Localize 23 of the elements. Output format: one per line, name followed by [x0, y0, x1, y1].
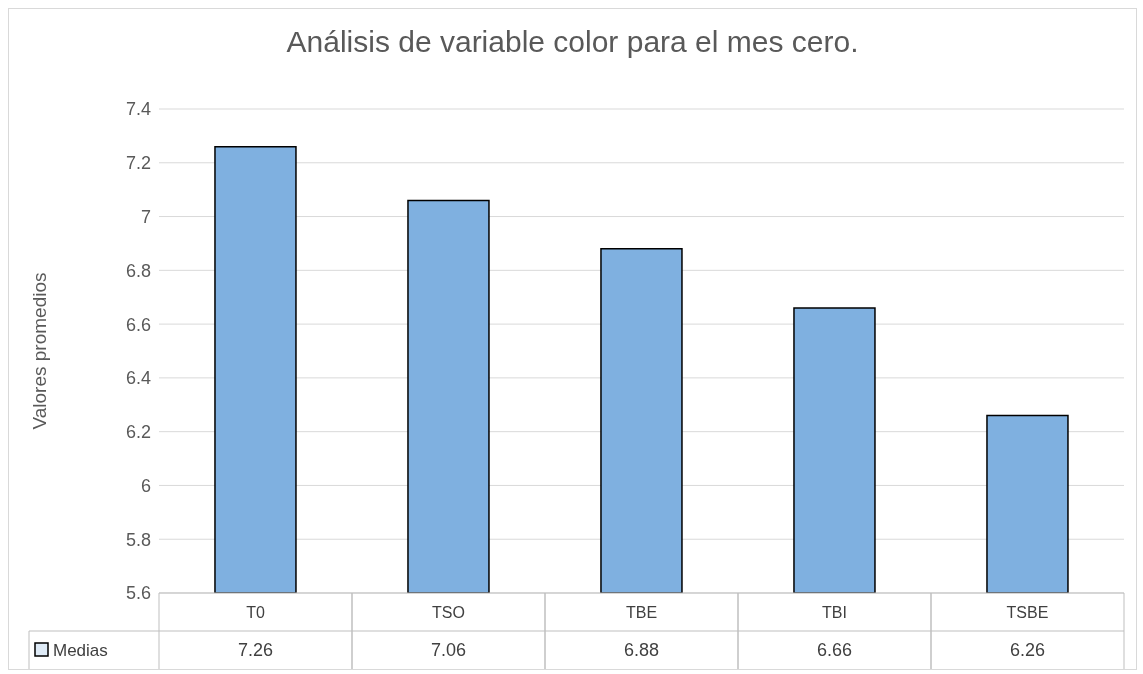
- x-tick-label: TSBE: [1006, 604, 1049, 621]
- x-tick-label: TSO: [432, 604, 465, 621]
- data-label: 6.26: [1009, 640, 1046, 660]
- data-label: 7.26: [237, 640, 274, 660]
- x-tick-label: TBI: [822, 604, 847, 621]
- y-tick-label: 6.2: [125, 422, 151, 443]
- chart-title: Análisis de variable color para el mes cero.: [285, 25, 860, 59]
- y-tick-label: 5.8: [125, 529, 151, 550]
- x-tick-label: TBE: [625, 604, 658, 621]
- y-tick-label: 5.6: [125, 583, 151, 604]
- y-tick-label: 6.6: [125, 314, 151, 335]
- y-tick-label: 7: [140, 206, 151, 227]
- y-axis-title: Valores promedios: [28, 272, 50, 430]
- legend-label: Medias: [53, 641, 108, 660]
- y-tick-label: 6: [140, 475, 151, 496]
- data-label: 7.06: [430, 640, 467, 660]
- y-tick-label: 6.4: [125, 368, 151, 389]
- data-label: 6.66: [816, 640, 853, 660]
- y-tick-label: 7.2: [125, 153, 151, 174]
- y-tick-label: 7.4: [125, 99, 151, 120]
- y-tick-label: 6.8: [125, 260, 151, 281]
- data-label: 6.88: [623, 640, 660, 660]
- x-tick-label: T0: [246, 604, 265, 621]
